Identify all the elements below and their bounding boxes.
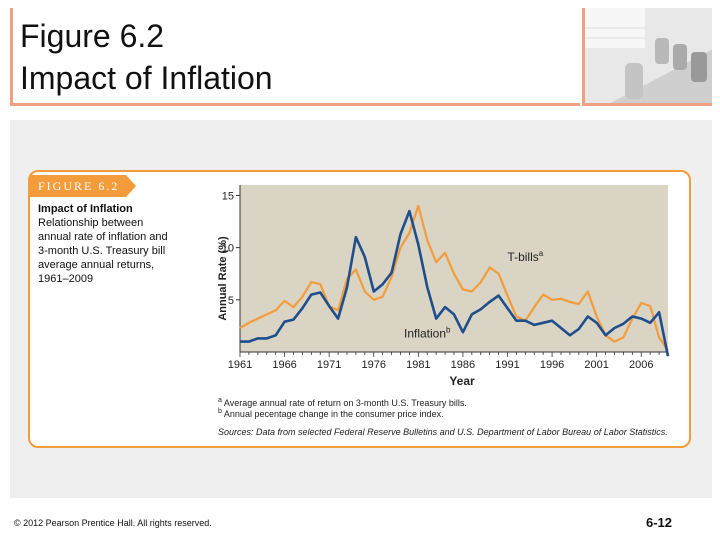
slide-title-line-2: Impact of Inflation [20,60,273,96]
figure-subtitle-heading: Impact of Inflation [38,203,133,215]
series-annotation: Inflationb [404,325,451,340]
y-axis-label: Annual Rate (%) [217,236,229,321]
figure-subtitle-line: annual rate of inflation and [38,231,168,243]
figure-subtitle-line: Relationship between [38,217,144,229]
x-axis-label: Year [449,374,475,388]
slide-number: 6-12 [646,515,673,530]
conference-chairs-image [585,8,712,103]
figure-subtitle-line: average annual returns, [38,259,155,271]
x-tick-label: 1991 [495,359,519,371]
x-tick-label: 2001 [584,359,608,371]
figure-subtitle-line: 1961–2009 [38,273,94,285]
y-tick-label: 10 [222,243,234,255]
plot-area-background [240,185,668,352]
x-tick-label: 1986 [451,359,475,371]
x-tick-label: 1996 [540,359,564,371]
y-tick-label: 15 [222,190,234,202]
footnote-b: b Annual pecentage change in the consume… [218,408,444,419]
decorative-conference-photo [582,8,712,106]
footnote-a: a Average annual rate of return on 3-mon… [218,397,467,408]
x-tick-label: 1966 [272,359,296,371]
footnote-a-text: Average annual rate of return on 3-month… [223,398,467,408]
slide-title-line-1: Figure 6.2 [20,18,165,54]
series-line-tbills [239,204,669,352]
chart-axes: 5 10 15 1961 1966 1971 1976 1981 1986 1991 1996 200… [222,185,669,371]
footnote-b-text: Annual pecentage change in the consumer … [223,409,444,419]
figure-subtitle-line: 3-month U.S. Treasury bill [38,245,166,257]
x-tick-label: 1961 [228,359,252,371]
chart-annotations: T-billsa Inflationb [404,249,544,340]
chart-series [239,204,670,357]
x-tick-label: 2006 [629,359,653,371]
annotation-superscript: a [539,249,544,258]
y-tick-label: 5 [228,295,234,307]
x-tick-label: 1981 [406,359,430,371]
figure-sources: Sources: Data from selected Federal Rese… [218,427,668,437]
annotation-superscript: b [446,325,451,334]
slide-title-box [10,8,580,106]
figure-tab-label: FIGURE 6.2 [30,175,136,197]
series-line-inflation [240,209,670,357]
copyright-footer: © 2012 Pearson Prentice Hall. All rights… [14,518,212,528]
x-tick-label: 1976 [362,359,386,371]
x-tick-label: 1971 [317,359,341,371]
series-annotation: T-billsa [507,249,543,264]
